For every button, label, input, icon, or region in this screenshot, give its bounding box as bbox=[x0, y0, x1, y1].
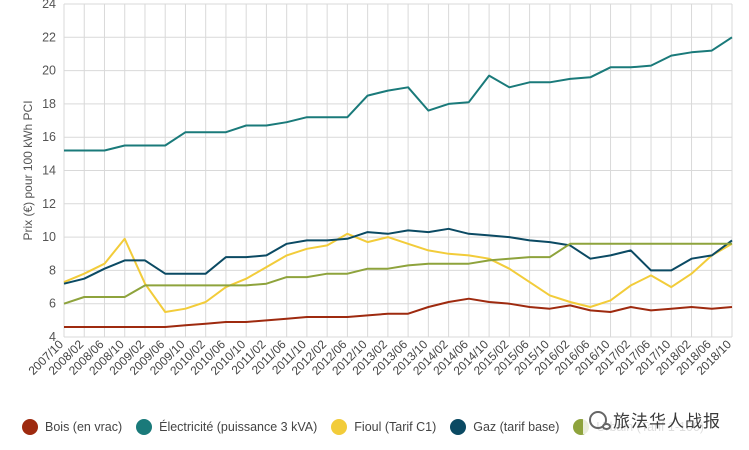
legend-item[interactable]: Fioul (Tarif C1) bbox=[331, 419, 436, 435]
y-tick-label: 14 bbox=[42, 164, 56, 178]
legend-label: Gaz (tarif base) bbox=[473, 420, 560, 434]
wechat-icon bbox=[589, 410, 611, 430]
series-line-4 bbox=[63, 242, 732, 305]
y-tick-label: 4 bbox=[49, 330, 56, 344]
legend-label: Fioul (Tarif C1) bbox=[354, 420, 437, 434]
legend-label: Électricité (puissance 3 kVA) bbox=[159, 420, 318, 434]
legend-swatch bbox=[136, 419, 153, 435]
x-tick-labels: 2007/102008/022008/062008/102009/022009/… bbox=[26, 337, 735, 378]
legend-item[interactable]: Gaz (tarif base) bbox=[450, 419, 559, 435]
y-axis-label: Prix (€) pour 100 kWh PCI bbox=[21, 100, 35, 240]
watermark-text: 旅法华人战报 bbox=[613, 412, 721, 431]
legend-swatch bbox=[22, 419, 38, 435]
y-tick-labels: 4 6 8 10 12 14 16 18 20 22 24 bbox=[42, 0, 56, 344]
legend-swatch bbox=[331, 419, 348, 435]
series-line-2 bbox=[63, 232, 733, 313]
y-tick-label: 22 bbox=[42, 30, 56, 44]
y-tick-label: 12 bbox=[42, 197, 56, 211]
series-line-3 bbox=[63, 227, 733, 285]
y-tick-label: 24 bbox=[42, 0, 56, 11]
y-tick-label: 18 bbox=[42, 97, 56, 111]
gridlines bbox=[63, 3, 733, 338]
series-lines bbox=[63, 36, 733, 328]
legend-item[interactable]: Électricité (puissance 3 kVA) bbox=[136, 419, 317, 435]
y-tick-label: 8 bbox=[49, 263, 56, 277]
y-tick-label: 16 bbox=[42, 130, 56, 144]
y-tick-label: 10 bbox=[42, 230, 56, 244]
line-chart: 4 6 8 10 12 14 16 18 20 22 24 2007/102008/022008/0… bbox=[21, 0, 735, 378]
watermark: 旅法华人战报 bbox=[583, 405, 727, 434]
series-line-0 bbox=[64, 297, 733, 328]
legend-item[interactable]: Bois (en vrac) bbox=[22, 419, 122, 435]
series-line-1 bbox=[64, 36, 733, 152]
legend-swatch bbox=[450, 419, 467, 435]
legend-label: Bois (en vrac) bbox=[45, 420, 123, 434]
y-tick-label: 20 bbox=[42, 64, 56, 78]
y-tick-label: 6 bbox=[49, 297, 56, 311]
